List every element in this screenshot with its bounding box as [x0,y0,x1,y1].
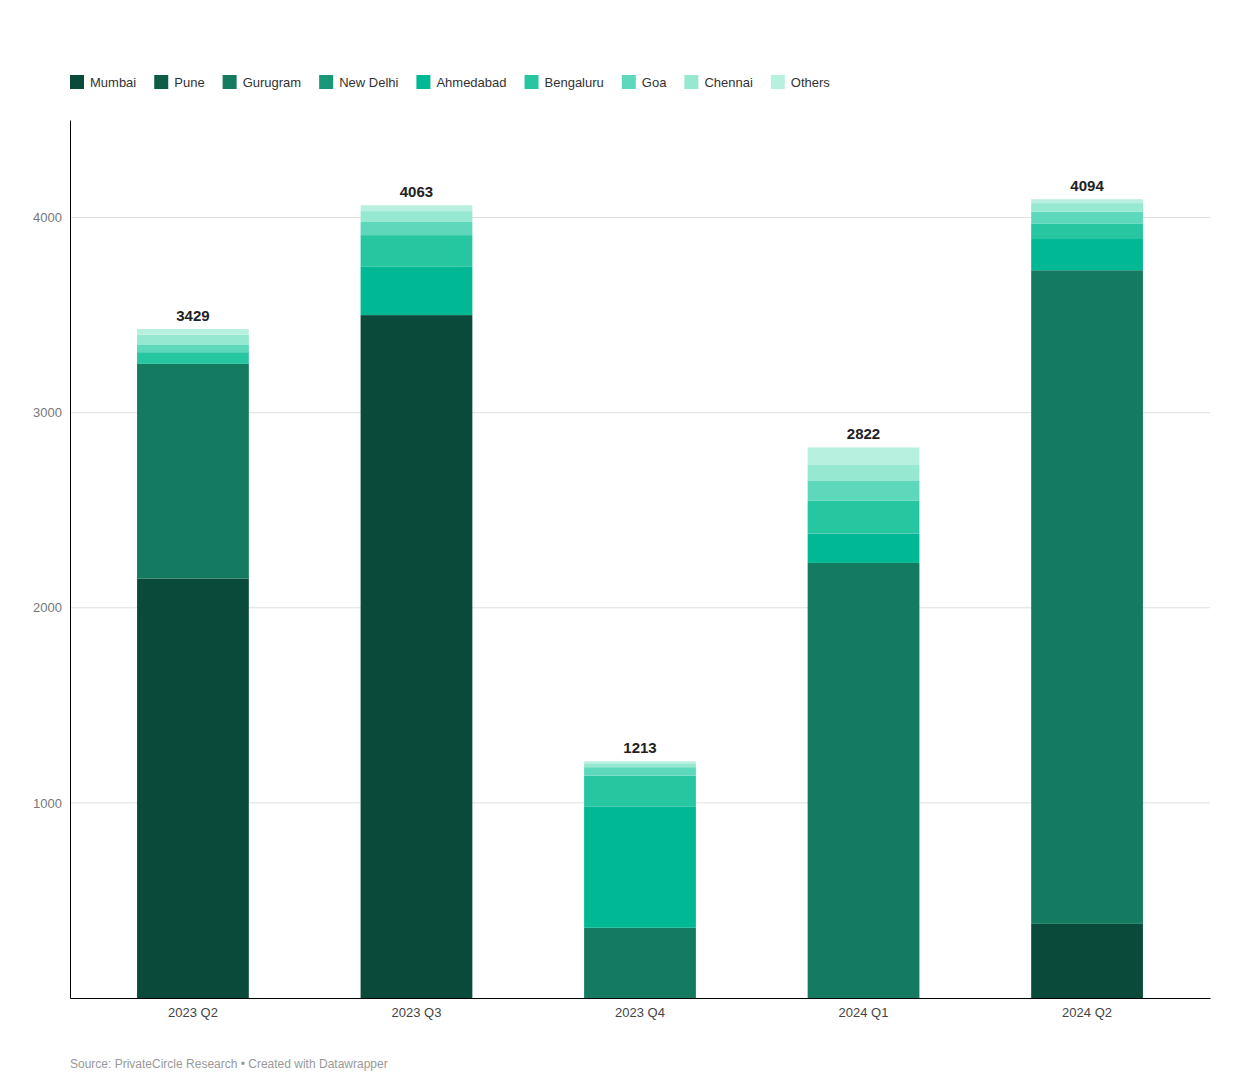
bar-segment [361,235,473,266]
tick: 2024 Q2 [1062,1005,1112,1020]
tick-label: 2023 Q3 [392,1005,442,1020]
y-axis: 1000 2000 3000 4000 [33,121,70,999]
tick: 2000 [33,600,70,615]
bar-segment [137,329,249,335]
series [137,223,1143,806]
tick-label: 2023 Q2 [168,1005,218,1020]
legend-item: Ahmedabad [416,75,506,90]
legend-label: Others [791,75,831,90]
bar-segment [808,563,920,998]
legend-label: Bengaluru [545,75,604,90]
legend-item: Bengaluru [525,75,604,90]
series [137,270,1143,998]
tick: 2023 Q3 [392,1005,442,1020]
plot: 342940631213282240942023 Q22023 Q32023 Q… [33,121,1210,1021]
bar-segment [1031,223,1143,239]
legend-item: Gurugram [223,75,302,90]
legend-item: Mumbai [70,75,136,90]
legend-swatch [223,75,237,89]
source-text: Source: PrivateCircle Research • Created… [70,1057,388,1071]
tick: 4000 [33,210,70,225]
legend-label: Goa [642,75,667,90]
bar-segment [584,807,696,928]
tick-label: 4000 [33,210,62,225]
bar-segment [584,763,696,767]
series [137,212,1143,776]
legend-swatch [684,75,698,89]
bar-segment [137,352,249,364]
tick-label: 2024 Q2 [1062,1005,1112,1020]
bars [137,199,1143,998]
legend-item: Goa [622,75,667,90]
bar-segment [1031,199,1143,203]
legend-item: Others [771,75,831,90]
legend-label: Gurugram [243,75,302,90]
tick-label: 2023 Q4 [615,1005,665,1020]
tick: 1000 [33,796,70,811]
total-label: 2822 [847,425,880,442]
series [137,203,1143,767]
legend-swatch [154,75,168,89]
total-label: 4063 [400,183,433,200]
legend-label: Chennai [704,75,753,90]
tick: 2024 Q1 [839,1005,889,1020]
legend-swatch [319,75,333,89]
bar-segment [584,776,696,807]
x-axis: 2023 Q2 2023 Q3 2023 Q4 2024 Q1 2024 Q2 [71,999,1211,1021]
bar-segment [1031,270,1143,924]
bar-segment [137,335,249,345]
bar-segment [808,465,920,481]
total-label: 1213 [623,739,656,756]
tick-label: 2000 [33,600,62,615]
bar-segment [361,205,473,211]
legend-swatch [525,75,539,89]
bar-segment [1031,924,1143,998]
legend-label: Pune [174,75,204,90]
tick: 2023 Q4 [615,1005,665,1020]
series [361,239,1143,928]
bar-segment [137,344,249,352]
bar-segment [584,761,696,763]
axis-line [71,998,1211,999]
bar-segment [361,221,473,235]
bar-segment [1031,203,1143,212]
bar-segment [808,500,920,533]
legend-swatch [771,75,785,89]
chart: 342940631213282240942023 Q22023 Q32023 Q… [0,0,1240,1088]
tick: 2023 Q2 [168,1005,218,1020]
series [137,199,1143,763]
legend-item: Pune [154,75,204,90]
legend-label: New Delhi [339,75,398,90]
tick: 3000 [33,405,70,420]
bar-segment [808,447,920,465]
tick-label: 2024 Q1 [839,1005,889,1020]
tick-label: 1000 [33,796,62,811]
legend: Mumbai Pune Gurugram New Delhi Ahmedabad Beng… [70,75,830,90]
total-labels: 3429 4063 1213 2822 4094 [176,177,1104,756]
bar-segment [361,315,473,998]
annotations: Source: PrivateCircle Research • Created… [70,1057,388,1071]
legend-item: New Delhi [319,75,398,90]
bar-segment [137,364,249,579]
legend-swatch [622,75,636,89]
bar-segment [584,767,696,775]
bar-segment [361,211,473,221]
legend-label: Mumbai [90,75,136,90]
bar-segment [584,928,696,998]
total-label: 3429 [176,307,209,324]
bar-segment [137,579,249,998]
legend-swatch [70,75,84,89]
bar-segment [1031,212,1143,224]
tick-label: 3000 [33,405,62,420]
legend-label: Ahmedabad [436,75,506,90]
axis-line [70,121,71,999]
bar-segment [808,481,920,501]
legend-swatch [416,75,430,89]
bar-segment [1031,239,1143,270]
series [137,315,1143,998]
bar-segment [361,266,473,315]
total-label: 4094 [1070,177,1104,194]
bar-segment [808,534,920,563]
legend-item: Chennai [684,75,753,90]
